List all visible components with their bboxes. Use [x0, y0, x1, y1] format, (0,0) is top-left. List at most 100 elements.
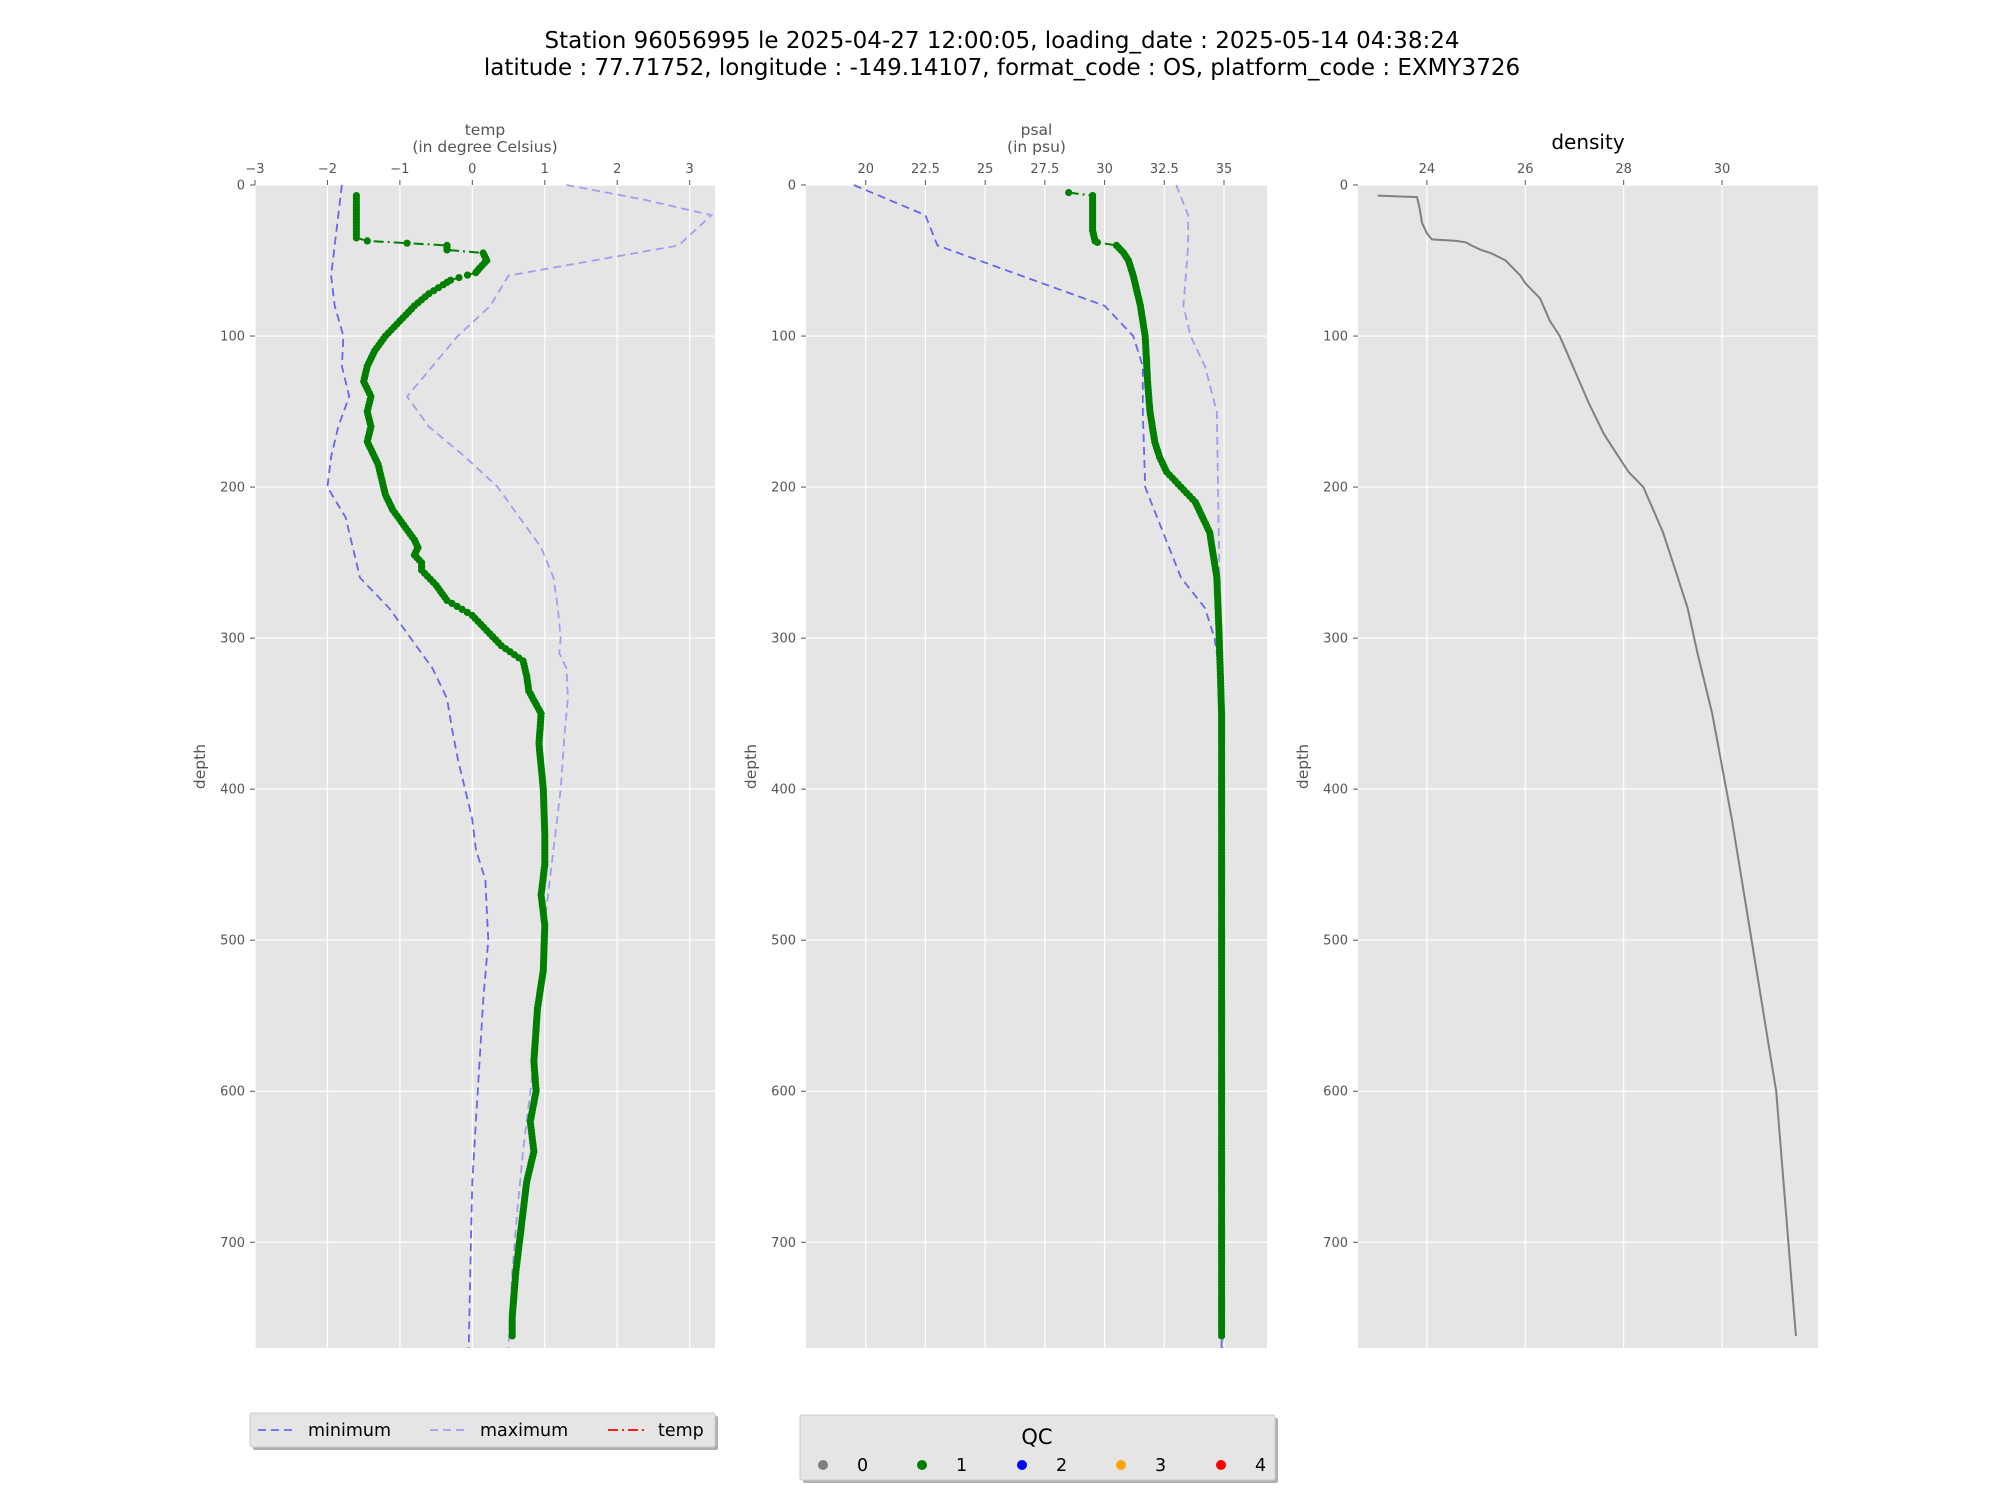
- psal-psal-point: [1065, 189, 1073, 197]
- legend-qc-4-label: 4: [1255, 1456, 1266, 1476]
- temp-axis-subtitle: (in degree Celsius): [412, 138, 557, 156]
- tick-label-x: 2: [613, 162, 621, 177]
- density-series: [1377, 194, 1797, 1336]
- tick-label-x: 28: [1615, 162, 1632, 177]
- tick-label-y: 400: [771, 783, 796, 798]
- tick-label-y: 200: [771, 481, 796, 496]
- tick-label-x: 25: [977, 162, 994, 177]
- temp-panel: −3 −2 −1 0 1 2 3 0 100 200 300 400 500 600 700 temp (i…: [191, 121, 715, 1349]
- tick-label-x: 35: [1216, 162, 1233, 177]
- tick-label-x: 26: [1517, 162, 1534, 177]
- tick-label-x: 30: [1714, 162, 1731, 177]
- psal-ticks: 20 22.5 25 27.5 30 32.5 35 0 100 200 300 400 500 600 7…: [771, 162, 1232, 1251]
- tick-label-x: 24: [1419, 162, 1436, 177]
- tick-label-y: 300: [1323, 632, 1348, 647]
- legend-maximum-label: maximum: [480, 1421, 568, 1441]
- temp-temp-point: [443, 246, 451, 254]
- tick-label-x: −2: [318, 162, 337, 177]
- tick-label-y: 600: [771, 1085, 796, 1100]
- tick-label-x: 22.5: [911, 162, 940, 177]
- temp-plot-area: [255, 185, 715, 1348]
- tick-label-x: 32.5: [1150, 162, 1179, 177]
- legend-qc: QC 0 1 2 3 4: [799, 1414, 1278, 1483]
- tick-label-y: 700: [771, 1236, 796, 1251]
- psal-grid: [806, 184, 1267, 1348]
- tick-label-y: 200: [1323, 481, 1348, 496]
- tick-label-y: 700: [1323, 1236, 1348, 1251]
- tick-label-y: 700: [220, 1236, 245, 1251]
- tick-label-y: 0: [788, 179, 796, 194]
- legend-minmax: minimum maximum temp: [249, 1412, 718, 1450]
- psal-axis-subtitle: (in psu): [1007, 138, 1066, 156]
- tick-label-y: 200: [220, 481, 245, 496]
- legend-qc-0-label: 0: [857, 1456, 868, 1476]
- tick-label-y: 400: [1323, 783, 1348, 798]
- legend-qc-1-label: 1: [956, 1456, 967, 1476]
- psal-series: [853, 184, 1226, 1348]
- legend-qc-3-marker: [1116, 1460, 1126, 1470]
- tick-label-x: 20: [857, 162, 874, 177]
- density-depth-label: depth: [1294, 744, 1312, 789]
- tick-label-y: 0: [237, 179, 245, 194]
- temp-minimum-line: [326, 184, 490, 1349]
- legend-minmax-items: minimum maximum temp: [258, 1421, 704, 1441]
- tick-label-y: 500: [1323, 934, 1348, 949]
- tick-label-y: 500: [771, 934, 796, 949]
- legend-qc-items: 0 1 2 3 4: [818, 1456, 1266, 1476]
- temp-temp-point: [508, 1332, 516, 1340]
- tick-label-y: 100: [1323, 330, 1348, 345]
- tick-label-x: −1: [390, 162, 409, 177]
- legend-qc-1-marker: [917, 1460, 927, 1470]
- psal-minimum-line: [853, 184, 1223, 1348]
- temp-grid: [254, 184, 715, 1348]
- tick-label-y: 300: [771, 632, 796, 647]
- temp-temp-point: [463, 271, 472, 279]
- density-axis-title: density: [1551, 130, 1624, 154]
- tick-label-y: 300: [220, 632, 245, 647]
- psal-psal-point: [1218, 1332, 1226, 1340]
- temp-temp-point: [363, 237, 371, 245]
- temp-temp-point: [403, 239, 411, 247]
- legend-minmax-box: [249, 1412, 716, 1448]
- tick-label-y: 400: [220, 783, 245, 798]
- legend-qc-2-label: 2: [1056, 1456, 1067, 1476]
- tick-label-y: 500: [220, 934, 245, 949]
- tick-label-x: 27.5: [1030, 162, 1059, 177]
- psal-depth-label: depth: [742, 744, 760, 789]
- figure-title-line1: Station 96056995 le 2025-04-27 12:00:05,…: [545, 28, 1460, 54]
- temp-axis-title: temp: [465, 121, 506, 139]
- legend-qc-2-marker: [1017, 1460, 1027, 1470]
- density-profile-line: [1377, 194, 1797, 1336]
- density-grid: [1358, 184, 1818, 1348]
- psal-panel: 20 22.5 25 27.5 30 32.5 35 0 100 200 300 400 500 600 7…: [742, 121, 1267, 1348]
- tick-label-x: 30: [1096, 162, 1113, 177]
- figure-title-line2: latitude : 77.71752, longitude : -149.14…: [484, 55, 1520, 81]
- temp-temp-point: [472, 269, 480, 277]
- density-plot-area: [1358, 185, 1818, 1348]
- tick-label-y: 100: [220, 330, 245, 345]
- psal-axis-title: psal: [1021, 121, 1053, 139]
- tick-label-x: −3: [245, 162, 264, 177]
- temp-temp-point: [455, 274, 463, 282]
- tick-label-x: 1: [541, 162, 549, 177]
- legend-qc-3-label: 3: [1155, 1456, 1166, 1476]
- tick-label-y: 100: [771, 330, 796, 345]
- tick-label-x: 3: [686, 162, 694, 177]
- tick-label-y: 600: [1323, 1085, 1348, 1100]
- legend-qc-0-marker: [818, 1460, 828, 1470]
- temp-series: [326, 184, 714, 1349]
- temp-ticks: −3 −2 −1 0 1 2 3 0 100 200 300 400 500 600 700: [220, 162, 694, 1251]
- temp-depth-label: depth: [191, 744, 209, 789]
- legend-temp-label: temp: [658, 1421, 704, 1441]
- tick-label-y: 0: [1340, 179, 1348, 194]
- legend-qc-title: QC: [1021, 1425, 1052, 1449]
- tick-label-y: 600: [220, 1085, 245, 1100]
- legend-minimum-label: minimum: [308, 1421, 391, 1441]
- psal-plot-area: [806, 185, 1267, 1348]
- psal-psal-point: [1093, 238, 1101, 246]
- temp-temp-point: [352, 234, 360, 242]
- legend-qc-4-marker: [1216, 1460, 1226, 1470]
